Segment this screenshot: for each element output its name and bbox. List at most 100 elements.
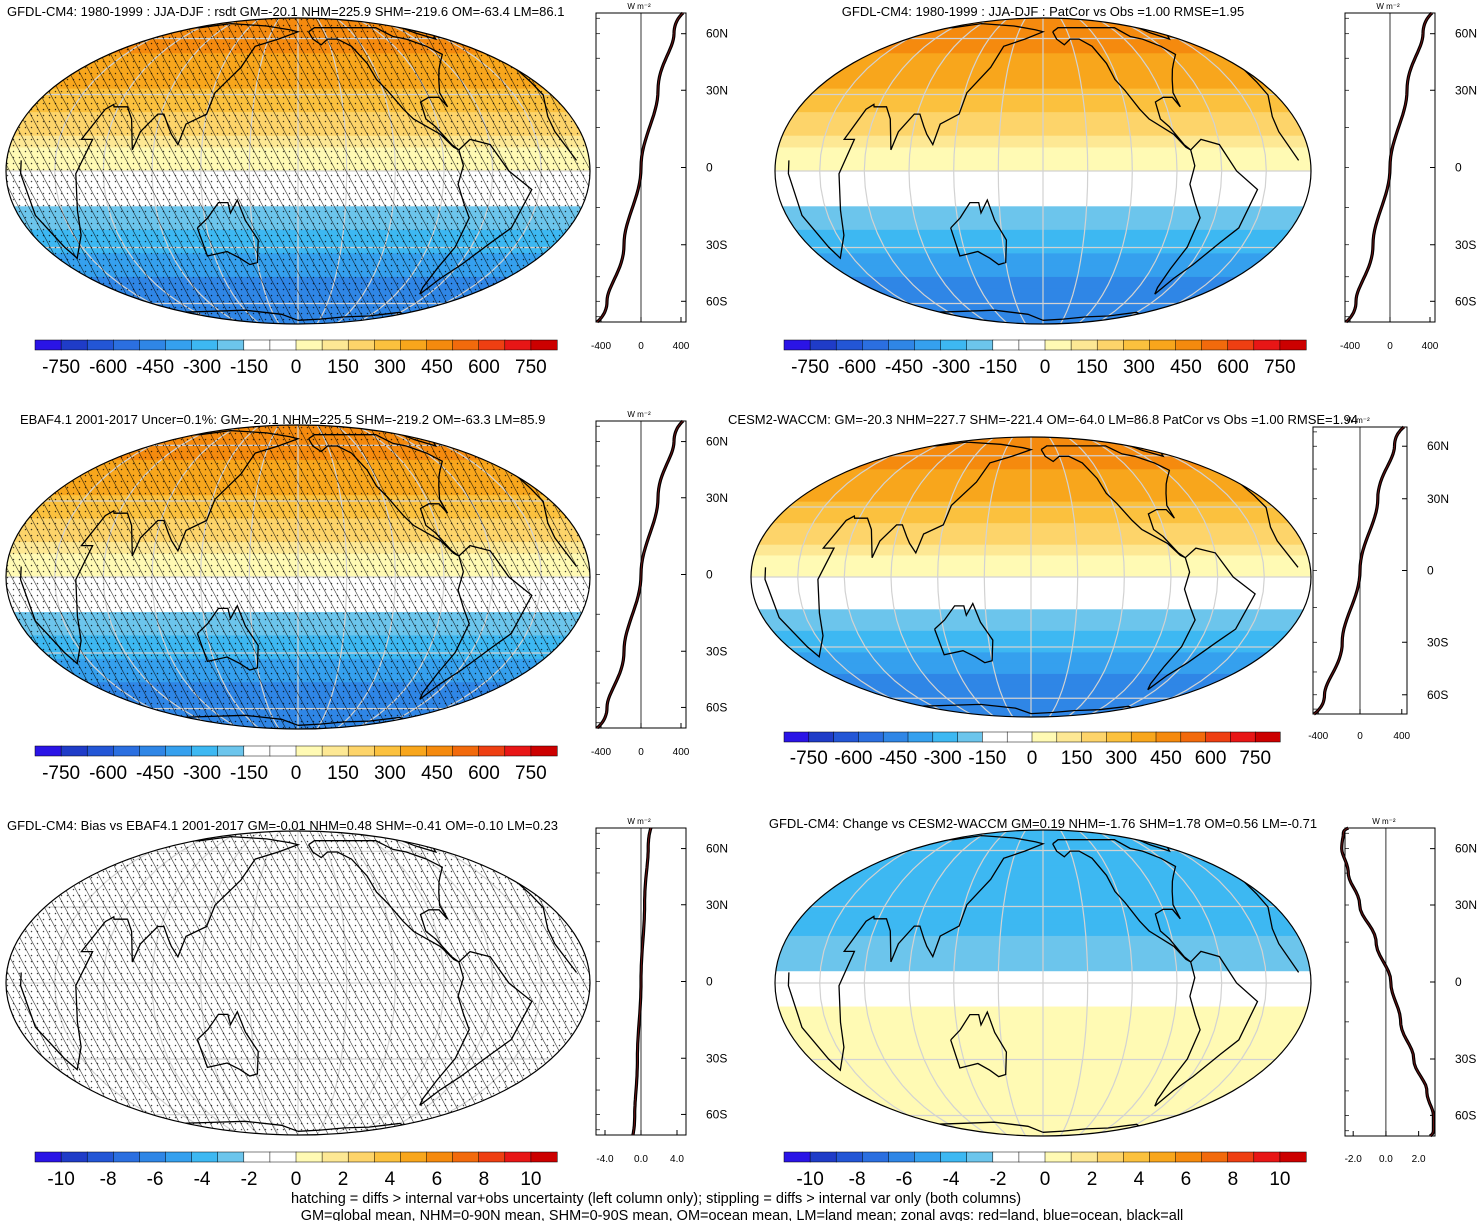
map-field	[775, 830, 1311, 1136]
hatch-overlay	[6, 18, 590, 324]
colorbar-tick-label: -450	[879, 748, 917, 769]
coastline	[950, 1010, 1008, 1078]
colorbar-tick-label: 0	[291, 1169, 302, 1190]
graticule-meridian	[908, 830, 992, 1136]
colorbar-tick-label: -4	[943, 1169, 960, 1190]
zonal-profile-all	[1344, 11, 1434, 324]
colorbar-tick-label: 0	[1040, 357, 1051, 378]
colorbar-box	[862, 339, 889, 351]
colorbar-box	[1253, 339, 1281, 351]
colorbar-box	[1044, 339, 1072, 351]
graticule-meridian	[1103, 437, 1219, 717]
zonal-ytick-label: 0	[1455, 975, 1462, 989]
map-border	[750, 436, 1312, 718]
zonal-ytick-label: 60N	[706, 435, 728, 449]
zonal-mean-plot: W m⁻² 60N 30N 0 30S 60S -2.0 0.0 2.0	[1340, 817, 1477, 1165]
colorbar-box	[858, 731, 884, 743]
colorbar-box	[217, 339, 245, 351]
colorbar-tick-label: -300	[932, 357, 970, 378]
colorbar-tick-label: 450	[1150, 748, 1182, 769]
colorbar-tick-label: -10	[796, 1169, 823, 1190]
colorbar-tick-label: -600	[834, 748, 872, 769]
colorbar-box	[1205, 731, 1231, 743]
colorbar-box	[783, 731, 810, 743]
colorbar-box	[86, 339, 114, 351]
zonal-ytick-label: 0	[1455, 161, 1462, 175]
coastline	[950, 198, 1008, 266]
graticule-meridian	[863, 18, 975, 324]
colorbar-tick-label: -8	[849, 1169, 866, 1190]
zonal-xtick-label: 400	[1422, 341, 1439, 352]
panel-title: GFDL-CM4: Change vs CESM2-WACCM GM=0.19 …	[769, 816, 1317, 831]
colorbar-box	[113, 1151, 140, 1163]
zonal-mean-plot: W m⁻² 60N 30N 0 30S 60S -4.0 0.0 4.0	[595, 817, 728, 1165]
panel-4: CESM2-WACCM: GM=-20.3 NHM=227.7 SHM=-221…	[728, 412, 1449, 769]
coastline	[1052, 27, 1192, 151]
zonal-xtick-label: 0	[1387, 341, 1393, 352]
graticule-meridian	[1066, 437, 1125, 717]
colorbar-box	[374, 339, 401, 351]
colorbar-tick-label: -450	[136, 763, 174, 784]
colorbar-tick-label: 4	[385, 1169, 396, 1190]
colorbar-tick-label: 750	[515, 357, 547, 378]
colorbar-tick-label: 4	[1134, 1169, 1145, 1190]
map-field	[775, 18, 1311, 324]
colorbar-box	[783, 339, 811, 351]
colorbar-tick-label: 450	[421, 763, 453, 784]
zonal-ytick-label: 30N	[706, 491, 728, 505]
colorbar-tick-label: 6	[1181, 1169, 1192, 1190]
colorbar-tick-label: 600	[1217, 357, 1249, 378]
colorbar-box	[321, 339, 349, 351]
colorbar-box	[452, 745, 480, 757]
zonal-ytick-label: 30S	[1427, 635, 1448, 649]
colorbar-box	[932, 731, 959, 743]
zonal-ytick-label: 60S	[1455, 294, 1476, 308]
colorbar-tick-label: 2	[1087, 1169, 1098, 1190]
colorbar-box	[347, 745, 375, 757]
colorbar-tick-label: 8	[479, 1169, 490, 1190]
colorbar-box	[940, 1151, 968, 1163]
panel-6: GFDL-CM4: Change vs CESM2-WACCM GM=0.19 …	[769, 816, 1477, 1190]
colorbar-box	[882, 731, 909, 743]
colorbar-box	[888, 1151, 916, 1163]
colorbar-box	[139, 339, 167, 351]
colorbar-tick-label: 150	[1076, 357, 1108, 378]
footnote-line-1: hatching = diffs > internal var+obs unce…	[291, 1191, 1021, 1207]
panel-title: EBAF4.1 2001-2017 Uncer=0.1%: GM=-20.1 N…	[20, 412, 545, 427]
colorbar-tick-label: -450	[885, 357, 923, 378]
panel-title: GFDL-CM4: Bias vs EBAF4.1 2001-2017 GM=-…	[7, 818, 558, 833]
colorbar-tick-label: -2	[990, 1169, 1007, 1190]
colorbar-tick-label: -750	[790, 748, 828, 769]
map-border	[5, 424, 591, 730]
hatch-overlay	[6, 831, 590, 1135]
colorbar-box	[1130, 731, 1157, 743]
graticule-meridian	[1077, 830, 1133, 1136]
colorbar-box	[1018, 339, 1046, 351]
zonal-ytick-label: 30S	[706, 238, 727, 252]
colorbar-box	[1070, 339, 1098, 351]
colorbar-box	[1096, 339, 1124, 351]
colorbar-box	[1227, 1151, 1255, 1163]
zonal-xtick-label: -2.0	[1345, 1154, 1363, 1165]
colorbar: -750 -600 -450 -300 -150 0 150 300 450 600 750	[34, 745, 558, 784]
zonal-mean-plot: W m⁻² 60N 30N 0 30S 60S -400 0 400	[1308, 416, 1449, 742]
colorbar-box	[862, 1151, 889, 1163]
colorbar-box	[1175, 339, 1203, 351]
zonal-ytick-label: 60S	[1455, 1108, 1476, 1122]
panel-1: GFDL-CM4: 1980-1999 : JJA-DJF : rsdt GM=…	[5, 2, 728, 378]
colorbar-tick-label: 0	[1027, 748, 1038, 769]
graticule-meridian	[997, 830, 1027, 1136]
colorbar-tick-label: 300	[1123, 357, 1155, 378]
map-field	[6, 425, 590, 729]
colorbar-box	[139, 1151, 167, 1163]
colorbar-tick-label: 10	[1269, 1169, 1290, 1190]
zonal-ytick-label: 30N	[1455, 898, 1477, 912]
zonal-ytick-label: 0	[706, 975, 713, 989]
colorbar-tick-label: -6	[896, 1169, 913, 1190]
colorbar-box	[914, 1151, 942, 1163]
zonal-ytick-label: 30N	[706, 83, 728, 97]
colorbar-tick-label: -300	[183, 357, 221, 378]
graticule-meridian	[843, 437, 959, 717]
colorbar-tick-label: 300	[374, 357, 406, 378]
